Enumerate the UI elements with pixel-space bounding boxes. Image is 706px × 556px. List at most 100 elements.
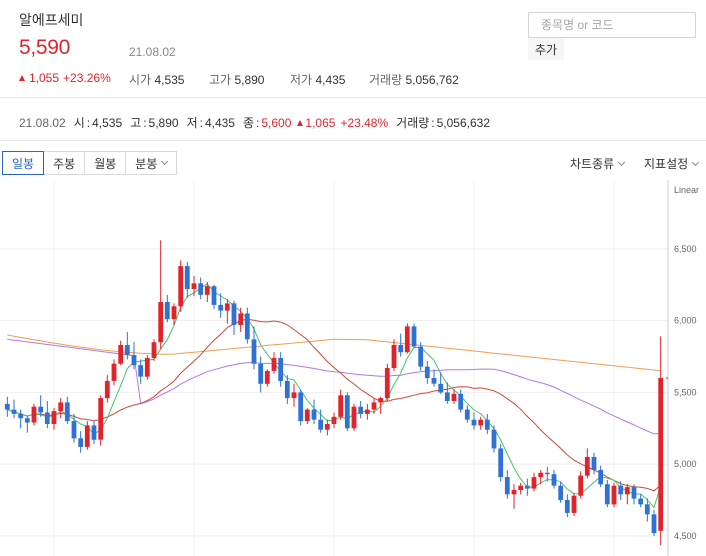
candle-body <box>198 283 204 295</box>
y-tick-label: 5,000 <box>674 459 697 469</box>
candle-body <box>44 412 50 424</box>
price-axis: Linear 4,500 5,000 5,500 6,000 6,500 <box>666 180 699 556</box>
high-stat: 고가 5,890 <box>209 71 264 88</box>
candle-body <box>504 477 510 495</box>
candle-body <box>178 266 184 307</box>
candle-body <box>238 313 244 325</box>
ma120-line <box>7 334 661 372</box>
ma60-line <box>7 338 661 435</box>
candle-body <box>298 392 304 422</box>
candle-body <box>131 355 137 366</box>
y-tick-label: 6,000 <box>674 316 697 326</box>
candle-body <box>251 339 257 364</box>
ohlc-low-label: 저 <box>186 116 198 130</box>
candle-body <box>611 485 617 505</box>
ohlc-change-pct: +23.48% <box>340 115 389 130</box>
stock-search-input[interactable] <box>529 13 695 37</box>
stock-search[interactable] <box>528 12 696 38</box>
low-label: 저가 <box>290 73 313 87</box>
tab-minute-label: 분봉 <box>135 156 158 171</box>
candle-body <box>264 370 270 384</box>
ohlc-change: 1,065 <box>305 115 336 130</box>
candle-body <box>391 345 397 368</box>
candle-body <box>318 419 324 430</box>
ohlc-open-label: 시 <box>73 116 85 130</box>
candle-body <box>418 346 424 367</box>
candle-body <box>338 395 344 417</box>
candle-body <box>31 406 37 423</box>
divider <box>0 140 706 141</box>
candle-body <box>98 398 104 440</box>
y-tick-label: 4,500 <box>674 531 697 541</box>
candle-body <box>464 409 470 420</box>
candle-body <box>638 498 644 505</box>
candle-body <box>371 402 377 410</box>
candle-body <box>451 393 457 401</box>
candle-body <box>598 469 604 485</box>
candle-body <box>431 378 437 384</box>
ohlc-date: 21.08.02 <box>19 115 66 130</box>
tab-minute[interactable]: 분봉 <box>126 151 178 175</box>
candle-body <box>378 398 384 403</box>
candle-body <box>364 409 370 414</box>
candle-body <box>351 406 357 429</box>
candle-body <box>224 303 230 311</box>
stock-name: 알에프세미 <box>19 12 84 28</box>
candle-body <box>624 487 630 495</box>
volume-value: 5,056,762 <box>405 73 459 87</box>
open-stat: 시가 4,535 <box>129 71 184 88</box>
candle-body <box>158 302 164 343</box>
ohlc-close-label: 종 <box>242 116 255 130</box>
ohlc-close: 5,600 <box>261 115 292 130</box>
open-value: 4,535 <box>154 73 185 87</box>
y-tick-label: 5,500 <box>674 387 697 397</box>
candle-body <box>618 485 624 495</box>
divider <box>0 97 706 98</box>
scale-label: Linear <box>674 185 699 195</box>
candle-body <box>604 484 610 505</box>
candle-body <box>411 326 417 347</box>
candle-body <box>444 392 450 401</box>
chart-type-dropdown[interactable]: 차트종류 <box>570 155 626 172</box>
current-price: 5,590 <box>19 36 71 59</box>
price-change: 1,055 <box>29 71 60 85</box>
candle-body <box>4 403 10 410</box>
candle-body <box>578 475 584 496</box>
candle-body <box>558 485 564 501</box>
candlestick-chart[interactable]: Linear 4,500 5,000 5,500 6,000 6,500 <box>0 180 706 556</box>
candle-body <box>384 368 390 399</box>
candle-body <box>138 365 144 377</box>
add-button[interactable]: 추가 <box>528 38 564 60</box>
candle-body <box>511 490 517 495</box>
candle-body <box>571 495 577 513</box>
candle-body <box>544 472 550 475</box>
candle-body <box>438 383 444 393</box>
ohlc-open: 4,535 <box>92 115 123 130</box>
ohlc-up-arrow-icon <box>297 119 304 126</box>
candle-body <box>104 380 110 399</box>
open-label: 시가 <box>129 73 152 87</box>
candle-body <box>404 326 410 353</box>
candle-body <box>124 345 130 355</box>
candle-body <box>398 345 404 353</box>
tab-monthly[interactable]: 월봉 <box>85 151 127 175</box>
price-change-row: 1,055 +23.26% <box>19 71 111 85</box>
tab-weekly[interactable]: 주봉 <box>44 151 86 175</box>
indicator-label: 지표설정 <box>644 157 689 171</box>
candle-body <box>478 419 484 426</box>
candle-body <box>658 378 664 531</box>
candle-body <box>144 358 150 377</box>
candle-body <box>631 487 637 499</box>
candle-body <box>491 429 497 449</box>
candle-body <box>331 416 337 424</box>
chevron-down-icon <box>692 158 700 166</box>
candle-body <box>551 474 557 486</box>
candle-body <box>471 419 477 426</box>
candle-body <box>151 342 157 358</box>
high-label: 고가 <box>209 73 232 87</box>
tab-daily[interactable]: 일봉 <box>2 151 45 175</box>
indicator-dropdown[interactable]: 지표설정 <box>644 155 700 172</box>
candle-body <box>24 418 30 423</box>
high-value: 5,890 <box>234 73 265 87</box>
candle-body <box>458 393 464 410</box>
